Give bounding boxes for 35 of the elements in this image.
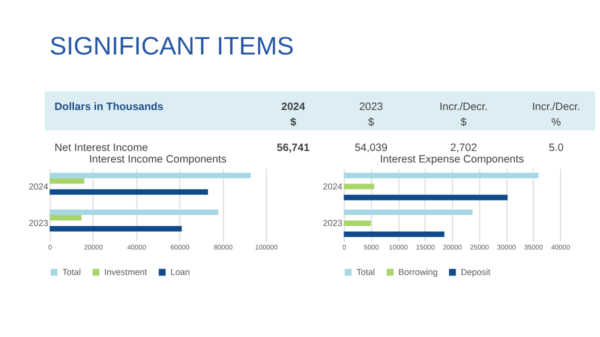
y-tick-label: 2024 [28, 181, 48, 192]
chart-title: Interest Income Components [89, 153, 227, 166]
y-tick-label: 2023 [322, 218, 342, 228]
bar [50, 178, 84, 184]
text: 2,702 [450, 142, 478, 154]
bar [50, 172, 251, 178]
bar [344, 209, 472, 215]
legend-label: Total [356, 267, 376, 278]
text: 56,741 [276, 142, 310, 154]
text: 5.0 [548, 142, 564, 154]
text: 2024 $ [281, 100, 306, 128]
legend-label: Total [62, 267, 81, 278]
bar [344, 231, 444, 237]
bar [344, 194, 508, 200]
bar [344, 172, 538, 178]
text: 54,039 [354, 142, 388, 154]
text: Incr./Decr. % [532, 100, 580, 128]
legend-label: Deposit [460, 267, 491, 278]
text: SIGNIFICANT ITEMS [50, 32, 294, 60]
chart-title: Interest Expense Components [380, 153, 524, 166]
legend-label: Loan [170, 267, 190, 278]
bar [50, 209, 218, 215]
bar [344, 220, 371, 226]
bar [50, 226, 182, 232]
text: Incr./Decr. $ [440, 100, 488, 128]
y-tick-label: 2024 [322, 181, 342, 192]
bar [50, 189, 208, 195]
bar [50, 214, 82, 220]
legend-label: Borrowing [398, 267, 438, 278]
y-tick-label: 2023 [28, 218, 48, 228]
bar [344, 184, 374, 190]
text: Net Interest Income [54, 142, 148, 154]
legend-label: Investment [104, 267, 148, 278]
text: Dollars in Thousands [54, 100, 164, 113]
text: 2023 $ [359, 100, 384, 128]
